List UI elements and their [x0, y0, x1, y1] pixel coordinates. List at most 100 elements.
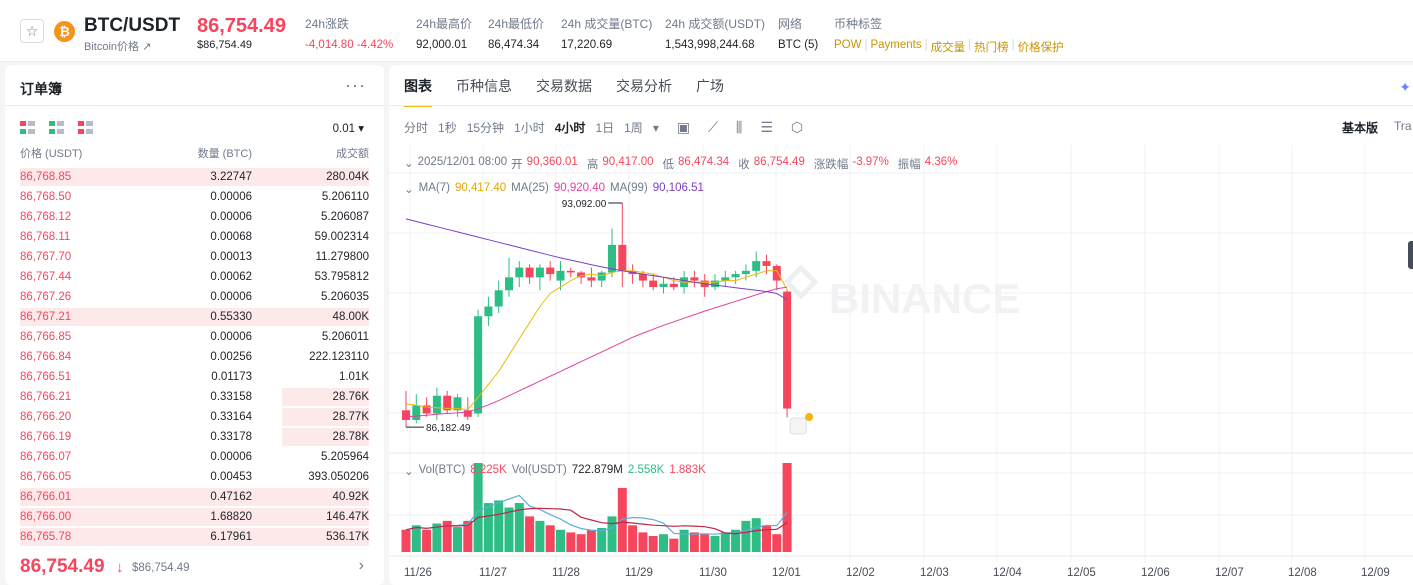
tag-hot-list[interactable]: 热门榜 [974, 42, 1009, 54]
stat-24h-turnover-usdt: 24h 成交额(USDT) 1,543,998,244.68 [665, 15, 765, 51]
orderbook-row[interactable]: 86,768.85 3.22747 280.04K [20, 167, 369, 187]
tag-pow[interactable]: POW [834, 39, 862, 51]
orderbook-row[interactable]: 86,768.50 0.00006 5.206110 [20, 187, 369, 207]
ohlc-close: 86,754.49 [753, 156, 805, 168]
orderbook-panel: 订单簿 ··· 0.01 ▾ 价格 (USDT) 数量 (BTC) 成交额 86… [5, 65, 384, 585]
interval-4h[interactable]: 4小时 [554, 121, 586, 135]
mode-tradingview-button[interactable]: Tra [1394, 119, 1412, 133]
row-qty: 0.00006 [210, 331, 252, 343]
row-total: 5.206011 [321, 331, 369, 343]
stat-24h-low: 24h最低价 86,474.34 [488, 15, 544, 51]
volume-bar [731, 529, 741, 552]
stat-value[interactable]: BTC (5) [778, 39, 819, 51]
row-total: 5.205964 [321, 451, 369, 463]
row-qty: 0.55330 [210, 311, 252, 323]
tab-chart[interactable]: 图表 [404, 76, 432, 107]
x-tick-label: 12/01 [772, 567, 801, 579]
ai-sparkle-icon[interactable]: ✦ [1399, 79, 1411, 95]
row-total: 28.77K [332, 411, 369, 423]
precision-select[interactable]: 0.01 ▾ [332, 123, 364, 135]
row-total: 146.47K [326, 511, 369, 523]
candle-type-icon[interactable]: ⫼ [735, 119, 743, 135]
interval-1s[interactable]: 1秒 [438, 121, 457, 135]
interval-15m[interactable]: 15分钟 [466, 121, 505, 135]
ohlc-amp-label: 振幅 [897, 159, 921, 171]
orderbook-row[interactable]: 86,766.51 0.01173 1.01K [20, 367, 369, 387]
view-bids-icon[interactable] [49, 121, 64, 134]
row-total: 28.76K [332, 391, 369, 403]
orderbook-row[interactable]: 86,766.00 1.68820 146.47K [20, 507, 369, 527]
orderbook-row[interactable]: 86,768.12 0.00006 5.206087 [20, 207, 369, 227]
coin-price-link[interactable]: Bitcoin价格 ↗ [84, 41, 152, 53]
calendar-icon[interactable]: ▣ [676, 119, 691, 135]
row-price: 86,766.01 [20, 491, 72, 503]
pair-title[interactable]: BTC/USDT [84, 15, 181, 36]
volume-bar [576, 534, 586, 552]
stat-value: 1,543,998,244.68 [665, 39, 755, 51]
mode-basic-button[interactable]: 基本版 [1342, 121, 1379, 135]
ma99-line [405, 218, 788, 301]
candle-body [566, 270, 575, 273]
ticker-header: ☆ ₿ BTC/USDT Bitcoin价格 ↗ 86,754.49 $86,7… [0, 0, 1413, 62]
ohlc-low: 86,474.34 [678, 156, 730, 168]
volume-bar [411, 525, 421, 552]
tag-payments[interactable]: Payments [870, 39, 922, 51]
panel-resize-handle[interactable] [1408, 241, 1413, 269]
orderbook-last-price[interactable]: 86,754.49 [20, 556, 105, 577]
x-tick-label: 12/08 [1288, 567, 1317, 579]
news-badge-icon [789, 417, 807, 435]
orderbook-row[interactable]: 86,767.44 0.00062 53.795812 [20, 267, 369, 287]
stat-value: -4,014.80 -4.42% [305, 39, 394, 51]
tag-volume[interactable]: 成交量 [930, 42, 966, 54]
tag-separator: | [968, 39, 972, 51]
indicator-icon[interactable]: ⟋ [708, 119, 718, 135]
orderbook-row[interactable]: 86,766.01 0.47162 40.92K [20, 487, 369, 507]
more-options-icon[interactable]: ··· [345, 75, 366, 95]
candlestick-chart[interactable]: BINANCE 93,092.00 86,182.49 [389, 143, 1413, 585]
tab-trading-data[interactable]: 交易数据 [536, 78, 592, 94]
volume-bar [607, 516, 617, 552]
x-tick-label: 11/29 [625, 567, 653, 579]
row-qty: 0.33178 [210, 431, 252, 443]
row-price: 86,765.78 [20, 531, 72, 543]
orderbook-view-toggles [20, 121, 93, 134]
interval-time[interactable]: 分时 [404, 121, 429, 135]
chevron-right-icon[interactable]: › [358, 557, 364, 574]
favorite-star-icon[interactable]: ☆ [20, 19, 44, 43]
depth-bar [20, 308, 369, 326]
orderbook-row[interactable]: 86,766.21 0.33158 28.76K [20, 387, 369, 407]
interval-1w[interactable]: 1周 [624, 121, 643, 135]
orderbook-row[interactable]: 86,767.26 0.00006 5.206035 [20, 287, 369, 307]
hexagon-settings-icon[interactable]: ⬡ [790, 119, 804, 135]
ohlc-collapse-icon[interactable]: ⌄ [404, 158, 414, 170]
interval-more-chevron-icon[interactable]: ▾ [652, 120, 659, 135]
orderbook-row[interactable]: 86,767.21 0.55330 48.00K [20, 307, 369, 327]
orderbook-row[interactable]: 86,765.78 6.17961 536.17K [20, 527, 369, 547]
ohlc-high: 90,417.00 [602, 156, 654, 168]
row-qty: 6.17961 [210, 531, 252, 543]
vol-collapse-icon[interactable]: ⌄ [404, 466, 414, 478]
tab-coin-info[interactable]: 币种信息 [456, 78, 512, 94]
orderbook-row[interactable]: 86,766.20 0.33164 28.77K [20, 407, 369, 427]
tab-square[interactable]: 广场 [696, 78, 724, 94]
orderbook-row[interactable]: 86,767.70 0.00013 11.279800 [20, 247, 369, 267]
ma-collapse-icon[interactable]: ⌄ [404, 184, 414, 196]
orderbook-row[interactable]: 86,766.07 0.00006 5.205964 [20, 447, 369, 467]
orderbook-row[interactable]: 86,768.11 0.00068 59.002314 [20, 227, 369, 247]
interval-1d[interactable]: 1日 [595, 121, 615, 135]
interval-1h[interactable]: 1小时 [514, 121, 545, 135]
tag-price-protection[interactable]: 价格保护 [1017, 42, 1064, 54]
orderbook-row[interactable]: 86,766.19 0.33178 28.78K [20, 427, 369, 447]
chart-settings-icon[interactable]: ☰ [760, 119, 773, 135]
view-both-icon[interactable] [20, 121, 35, 134]
tab-trading-analysis[interactable]: 交易分析 [616, 78, 672, 94]
ma25-label: MA(25) [511, 182, 549, 194]
orderbook-row[interactable]: 86,766.85 0.00006 5.206011 [20, 327, 369, 347]
orderbook-last-usd: $86,754.49 [132, 562, 190, 574]
view-asks-icon[interactable] [78, 121, 93, 134]
orderbook-row[interactable]: 86,766.05 0.00453 393.050206 [20, 467, 369, 487]
ohlc-change: -3.97% [852, 156, 889, 168]
low-marker-label: 86,182.49 [426, 423, 471, 434]
depth-bar [281, 408, 369, 426]
orderbook-row[interactable]: 86,766.84 0.00256 222.123110 [20, 347, 369, 367]
